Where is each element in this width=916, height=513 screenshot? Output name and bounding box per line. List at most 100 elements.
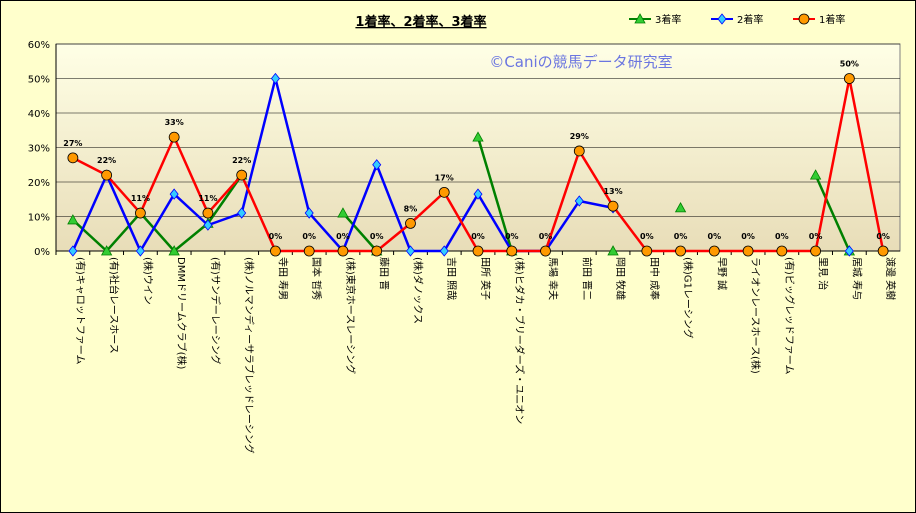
data-label: 8% [404, 204, 418, 213]
data-point [439, 245, 449, 257]
data-point [472, 245, 484, 257]
data-label: 0% [674, 232, 688, 241]
data-point [237, 207, 247, 219]
data-label: 22% [97, 156, 116, 165]
y-tick-label: 40% [28, 109, 50, 120]
x-tick-label: (有)キャロットファーム [74, 257, 87, 365]
data-point [337, 207, 349, 218]
data-label: 0% [640, 232, 654, 241]
data-point [337, 245, 349, 257]
y-tick-label: 0% [34, 247, 50, 258]
data-point [101, 169, 113, 181]
data-label: 0% [505, 232, 519, 241]
data-label: 27% [63, 139, 82, 148]
x-tick-label: 国本 哲秀 [310, 257, 323, 300]
data-point [405, 245, 415, 257]
data-point [304, 207, 314, 219]
watermark: ©Caniの競馬データ研究室 [489, 53, 672, 71]
x-tick-label: 寺田 寿男 [276, 257, 289, 300]
data-point [134, 207, 146, 219]
data-point [438, 186, 450, 198]
data-labels: 27% 22% 11% 33% 11% 22% 0% 0% 0% 0% 8% 17% 0% 0% 0% 29%… [63, 60, 890, 242]
series-layer [67, 72, 889, 257]
data-point [776, 245, 788, 257]
data-point [843, 73, 855, 84]
data-point [169, 188, 179, 200]
x-axis: (有)キャロットファーム (有)社台レースホース (株)ウイン DMMドリームクラブ(… [55, 251, 897, 454]
legend-marker [798, 13, 810, 25]
data-point [473, 188, 483, 200]
data-point [641, 245, 653, 257]
data-point [67, 214, 79, 225]
x-tick-label: (有)社台レースホース [108, 257, 121, 354]
legend-label: 1着率 [819, 13, 845, 26]
chart-title: 1着率、2着率、3着率 [355, 14, 486, 30]
x-tick-label: (株)ダノックス [411, 257, 424, 324]
data-label: 11% [198, 194, 217, 203]
data-label: 33% [165, 118, 184, 127]
data-point [303, 245, 315, 257]
data-point [506, 245, 518, 257]
data-point [68, 245, 78, 257]
data-label: 0% [876, 232, 890, 241]
x-tick-label: 馬場 幸夫 [547, 257, 560, 300]
data-label: 0% [809, 232, 823, 241]
data-label: 0% [775, 232, 789, 241]
x-tick-label: (株)ヒダカ・ブリーダーズ・ユニオン [513, 257, 526, 424]
x-tick-label: DMMドリームクラブ(株) [175, 257, 188, 370]
x-tick-label: 岡田 牧雄 [614, 257, 627, 300]
data-point [203, 219, 213, 231]
data-point [135, 245, 145, 257]
x-tick-label: 藤田 晋 [378, 257, 390, 290]
legend-label: 3着率 [655, 13, 681, 26]
x-tick-label: (株)ウイン [141, 257, 154, 305]
gridlines [56, 43, 900, 217]
data-label: 0% [269, 232, 283, 241]
x-tick-label: 里見 治 [817, 257, 830, 290]
data-point [844, 245, 854, 257]
data-point [607, 245, 619, 256]
data-point [573, 145, 585, 157]
data-point [607, 200, 619, 212]
data-point [809, 169, 822, 180]
legend-marker [717, 13, 727, 25]
x-tick-label: 前田 晋二 [580, 257, 593, 300]
series-line [814, 174, 851, 252]
series-line [72, 174, 243, 253]
data-label: 29% [570, 132, 589, 141]
data-point [168, 245, 180, 256]
data-label: 0% [471, 232, 485, 241]
data-label: 0% [302, 232, 316, 241]
x-tick-label: (株)G1レーシング [682, 257, 695, 339]
data-label: 17% [435, 173, 454, 182]
x-tick-label: 吉田 照哉 [445, 257, 457, 300]
data-point [472, 131, 484, 142]
data-point [270, 72, 280, 85]
data-point [810, 245, 821, 257]
x-tick-label: (有)サンデーレーシング [209, 257, 222, 365]
y-tick-label: 10% [28, 213, 50, 224]
x-tick-label: ライオンレースホース(株) [749, 257, 762, 374]
data-label: 0% [741, 232, 755, 241]
data-point [742, 245, 754, 257]
data-point [674, 202, 687, 213]
x-tick-label: (株)ノルマンディーサラブレッドレーシング [243, 257, 256, 454]
data-point [202, 207, 214, 219]
series-line [476, 136, 513, 252]
x-tick-label: 田中 成奉 [648, 257, 661, 300]
data-label: 22% [232, 156, 251, 165]
series-line [342, 212, 378, 252]
data-point [574, 195, 584, 207]
data-point [372, 159, 382, 171]
data-label: 0% [370, 232, 384, 241]
series-2 [67, 73, 889, 257]
data-point [675, 245, 686, 257]
y-tick-label: 20% [28, 178, 50, 189]
data-point [405, 217, 416, 229]
data-label: 0% [539, 232, 553, 241]
data-label: 11% [131, 194, 150, 203]
x-tick-label: 早野 誠 [715, 257, 728, 290]
data-point [100, 245, 113, 256]
